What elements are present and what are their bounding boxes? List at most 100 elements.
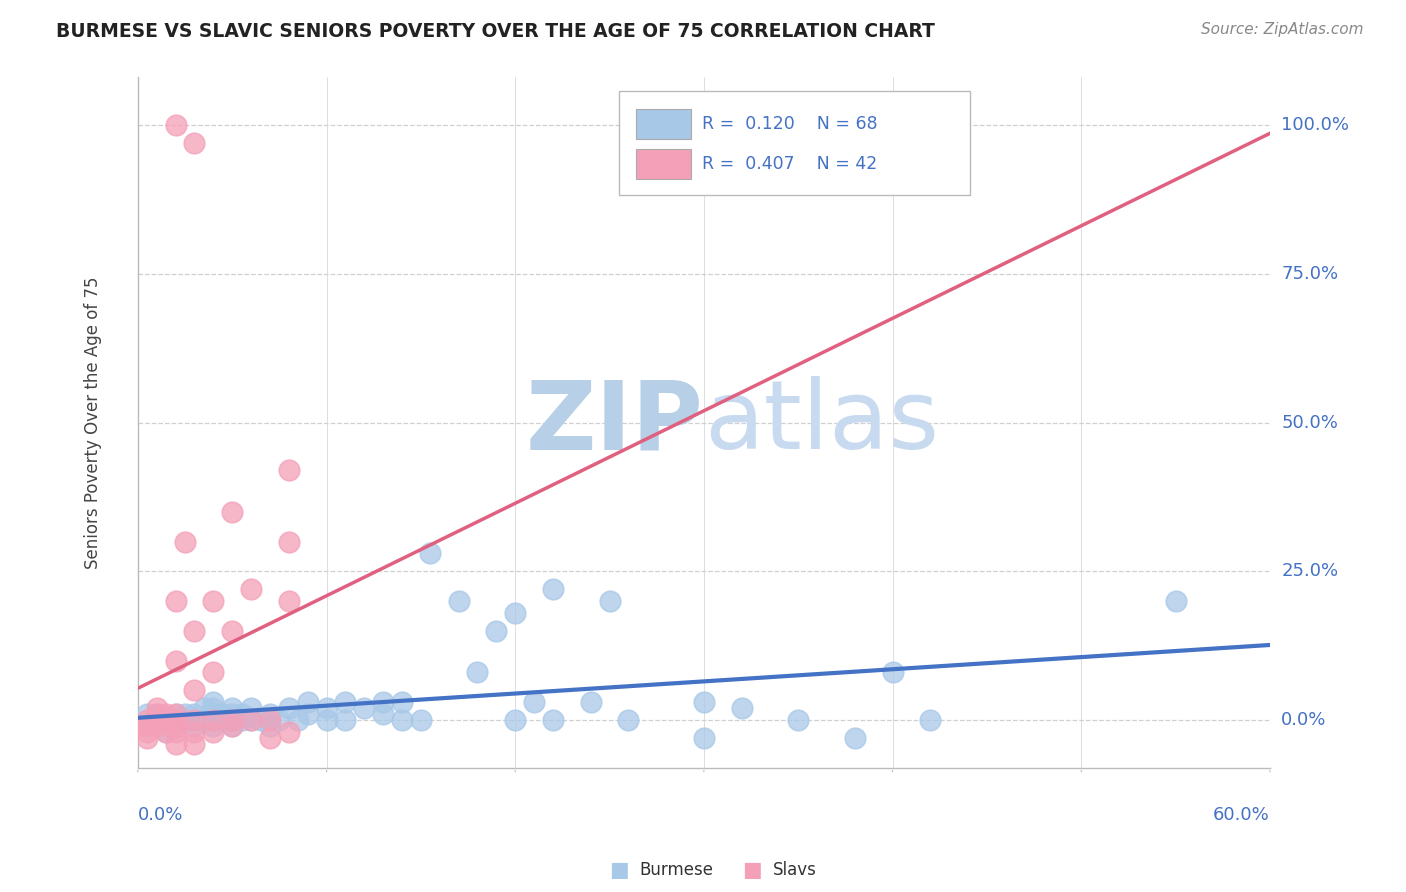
Point bbox=[277, 594, 299, 608]
Point bbox=[523, 695, 546, 709]
Point bbox=[211, 707, 233, 722]
Point bbox=[221, 713, 243, 727]
Point bbox=[231, 713, 253, 727]
Point bbox=[155, 713, 177, 727]
Point bbox=[730, 701, 752, 715]
Point bbox=[315, 701, 337, 715]
Point bbox=[165, 713, 187, 727]
Point bbox=[467, 665, 489, 680]
Point bbox=[165, 725, 187, 739]
Point bbox=[183, 719, 205, 733]
Point bbox=[165, 594, 187, 608]
Point bbox=[136, 707, 159, 722]
Point bbox=[221, 719, 243, 733]
Point bbox=[211, 713, 233, 727]
Text: R =  0.120    N = 68: R = 0.120 N = 68 bbox=[702, 115, 877, 133]
Text: atlas: atlas bbox=[704, 376, 939, 469]
Point bbox=[136, 719, 159, 733]
Point bbox=[503, 713, 526, 727]
Point bbox=[145, 707, 167, 722]
Point bbox=[165, 719, 187, 733]
Point bbox=[145, 719, 167, 733]
Point bbox=[136, 731, 159, 745]
Point bbox=[145, 713, 167, 727]
Point bbox=[221, 713, 243, 727]
Point bbox=[297, 695, 319, 709]
Point bbox=[136, 725, 159, 739]
Point bbox=[269, 713, 291, 727]
Text: ■: ■ bbox=[742, 860, 762, 880]
Point bbox=[353, 701, 375, 715]
Point bbox=[202, 665, 225, 680]
Point bbox=[447, 594, 470, 608]
Point bbox=[787, 713, 810, 727]
Text: R =  0.407    N = 42: R = 0.407 N = 42 bbox=[702, 155, 877, 173]
Point bbox=[277, 463, 299, 477]
Point bbox=[579, 695, 602, 709]
Point bbox=[174, 707, 197, 722]
Text: Seniors Poverty Over the Age of 75: Seniors Poverty Over the Age of 75 bbox=[83, 277, 101, 569]
Point bbox=[165, 654, 187, 668]
Point bbox=[249, 713, 271, 727]
Text: 100.0%: 100.0% bbox=[1281, 116, 1350, 134]
Point bbox=[1164, 594, 1187, 608]
Point bbox=[145, 713, 167, 727]
Point bbox=[277, 534, 299, 549]
Text: 60.0%: 60.0% bbox=[1213, 805, 1270, 823]
Point bbox=[183, 737, 205, 751]
Text: ■: ■ bbox=[609, 860, 628, 880]
Point bbox=[541, 713, 564, 727]
Point bbox=[297, 707, 319, 722]
Text: 25.0%: 25.0% bbox=[1281, 562, 1339, 581]
Point bbox=[259, 731, 281, 745]
Point bbox=[541, 582, 564, 597]
Point bbox=[485, 624, 508, 638]
Point bbox=[202, 695, 225, 709]
Point bbox=[391, 695, 413, 709]
Point bbox=[221, 707, 243, 722]
Point bbox=[373, 707, 395, 722]
Point bbox=[183, 136, 205, 150]
Point bbox=[693, 731, 716, 745]
Point bbox=[183, 713, 205, 727]
Point bbox=[183, 683, 205, 698]
Text: BURMESE VS SLAVIC SENIORS POVERTY OVER THE AGE OF 75 CORRELATION CHART: BURMESE VS SLAVIC SENIORS POVERTY OVER T… bbox=[56, 22, 935, 41]
Point bbox=[503, 606, 526, 620]
Point bbox=[599, 594, 621, 608]
Text: 75.0%: 75.0% bbox=[1281, 265, 1339, 283]
Point bbox=[277, 701, 299, 715]
Point bbox=[335, 695, 357, 709]
Point bbox=[693, 695, 716, 709]
Point bbox=[335, 713, 357, 727]
Point bbox=[240, 701, 263, 715]
Point bbox=[165, 707, 187, 722]
Point bbox=[373, 695, 395, 709]
Point bbox=[409, 713, 432, 727]
Point bbox=[259, 719, 281, 733]
Point bbox=[240, 713, 263, 727]
Point bbox=[145, 707, 167, 722]
Point bbox=[231, 707, 253, 722]
Point bbox=[617, 713, 640, 727]
Point bbox=[240, 582, 263, 597]
Point bbox=[202, 707, 225, 722]
Point bbox=[202, 725, 225, 739]
Point bbox=[155, 725, 177, 739]
Text: 0.0%: 0.0% bbox=[138, 805, 183, 823]
Point bbox=[145, 701, 167, 715]
Point bbox=[315, 713, 337, 727]
Point bbox=[165, 713, 187, 727]
Point bbox=[165, 737, 187, 751]
Point bbox=[136, 713, 159, 727]
Text: Source: ZipAtlas.com: Source: ZipAtlas.com bbox=[1201, 22, 1364, 37]
Text: Burmese: Burmese bbox=[640, 861, 714, 879]
Point bbox=[155, 707, 177, 722]
Text: ZIP: ZIP bbox=[526, 376, 704, 469]
Point bbox=[391, 713, 413, 727]
Point bbox=[240, 713, 263, 727]
Point bbox=[844, 731, 866, 745]
Point bbox=[277, 725, 299, 739]
FancyBboxPatch shape bbox=[636, 109, 692, 138]
Point bbox=[202, 594, 225, 608]
Point bbox=[221, 505, 243, 519]
